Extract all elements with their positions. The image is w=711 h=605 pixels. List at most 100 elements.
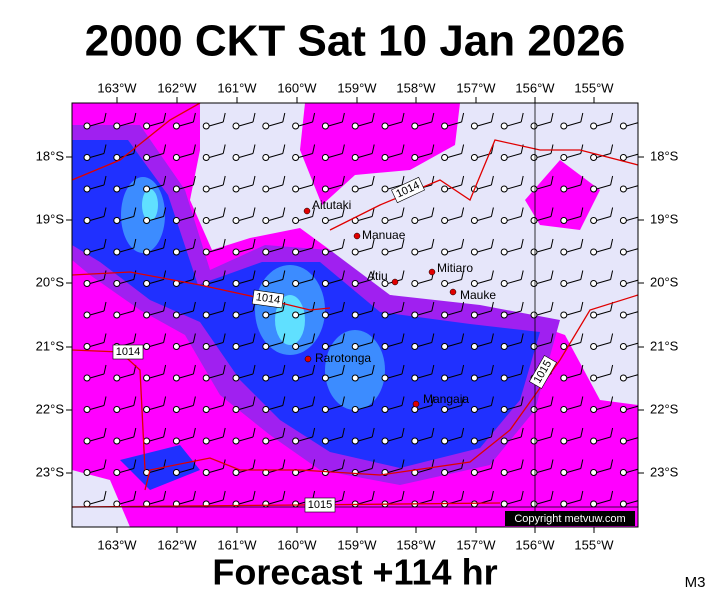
barb-staff — [507, 436, 522, 442]
station — [590, 217, 598, 224]
station — [321, 343, 329, 350]
wind-barb — [83, 301, 107, 319]
barb-flag — [103, 427, 107, 438]
wind-barb — [113, 175, 137, 193]
station — [202, 122, 210, 130]
wind-barb — [500, 301, 524, 319]
wind-barb — [411, 207, 435, 224]
barb-flag — [341, 144, 345, 154]
station — [262, 437, 270, 445]
station — [530, 343, 538, 350]
wind-barb — [470, 175, 494, 193]
barb-flag — [431, 144, 435, 154]
wind-barb — [83, 270, 107, 287]
wind-barb — [619, 185, 638, 193]
barb-staff — [358, 153, 373, 158]
station — [530, 280, 538, 287]
barb-staff — [447, 436, 462, 442]
barb-flag — [550, 238, 554, 249]
barb-staff — [179, 121, 194, 127]
station — [619, 406, 627, 413]
barb-flag — [133, 301, 137, 312]
station — [292, 406, 300, 413]
barb-staff — [447, 121, 462, 127]
wind-barb — [113, 490, 137, 508]
barb-staff — [89, 184, 105, 190]
wind-barb — [292, 364, 316, 382]
place-label: Manuae — [362, 228, 406, 242]
wind-barb — [560, 175, 584, 193]
wind-barb — [411, 301, 435, 319]
wind-barb — [351, 175, 375, 193]
barb-flag — [580, 270, 584, 280]
station — [321, 280, 329, 287]
barb-staff — [119, 279, 134, 284]
station — [560, 248, 568, 256]
barb-flag — [610, 396, 614, 406]
barb-flag — [520, 301, 524, 312]
station — [530, 185, 538, 193]
station — [172, 469, 180, 476]
barb-staff — [507, 373, 522, 379]
isobar-label: 1015 — [308, 499, 332, 511]
station — [172, 311, 180, 319]
station — [202, 469, 210, 476]
barb-flag — [401, 333, 405, 343]
isobar — [72, 271, 331, 311]
station — [411, 311, 419, 319]
station — [262, 154, 270, 161]
barb-flag — [520, 112, 524, 123]
barb-staff — [536, 184, 552, 190]
barb-staff — [417, 247, 432, 253]
barb-flag — [222, 270, 226, 280]
barb-flag — [103, 333, 107, 343]
barb-flag — [282, 175, 286, 186]
barb-staff — [626, 405, 638, 410]
barb-flag — [461, 490, 465, 501]
wind-barb — [560, 301, 584, 319]
barb-staff — [179, 405, 194, 410]
station — [262, 217, 270, 224]
barb-staff — [238, 405, 254, 410]
wind-barb — [143, 207, 167, 224]
barb-staff — [447, 279, 462, 284]
barb-flag — [461, 301, 465, 312]
station — [113, 248, 121, 256]
station — [351, 406, 359, 413]
barb-flag — [431, 490, 435, 501]
barb-staff — [387, 184, 403, 190]
station — [292, 217, 300, 224]
wind-barb — [113, 459, 137, 476]
station — [619, 217, 627, 224]
wind-barb — [292, 238, 316, 256]
wind-barb — [500, 427, 524, 445]
barb-flag — [341, 238, 345, 249]
isobar — [329, 139, 638, 231]
barb-staff — [298, 373, 313, 379]
barb-flag — [520, 396, 524, 406]
station — [590, 406, 598, 413]
station — [202, 311, 210, 319]
station — [381, 343, 389, 350]
place-label: Rarotonga — [315, 351, 371, 365]
barb-flag — [640, 428, 642, 437]
wind-barb — [500, 396, 524, 413]
wind-barb — [321, 396, 345, 413]
station — [619, 311, 627, 319]
wind-barb — [172, 207, 196, 224]
corner-label: M3 — [685, 574, 706, 591]
barb-flag — [640, 302, 642, 311]
station — [590, 185, 598, 193]
barb-staff — [89, 121, 105, 127]
wind-barb — [113, 112, 137, 130]
wind-barb — [441, 333, 465, 350]
wind-barb — [113, 301, 137, 319]
station — [619, 374, 627, 382]
barb-staff — [238, 216, 254, 221]
barb-flag — [222, 207, 226, 217]
barb-flag — [312, 396, 316, 406]
wind-barb — [381, 396, 405, 413]
wind-barb — [590, 396, 614, 413]
barb-flag — [341, 459, 345, 469]
wind-barb — [83, 333, 107, 350]
